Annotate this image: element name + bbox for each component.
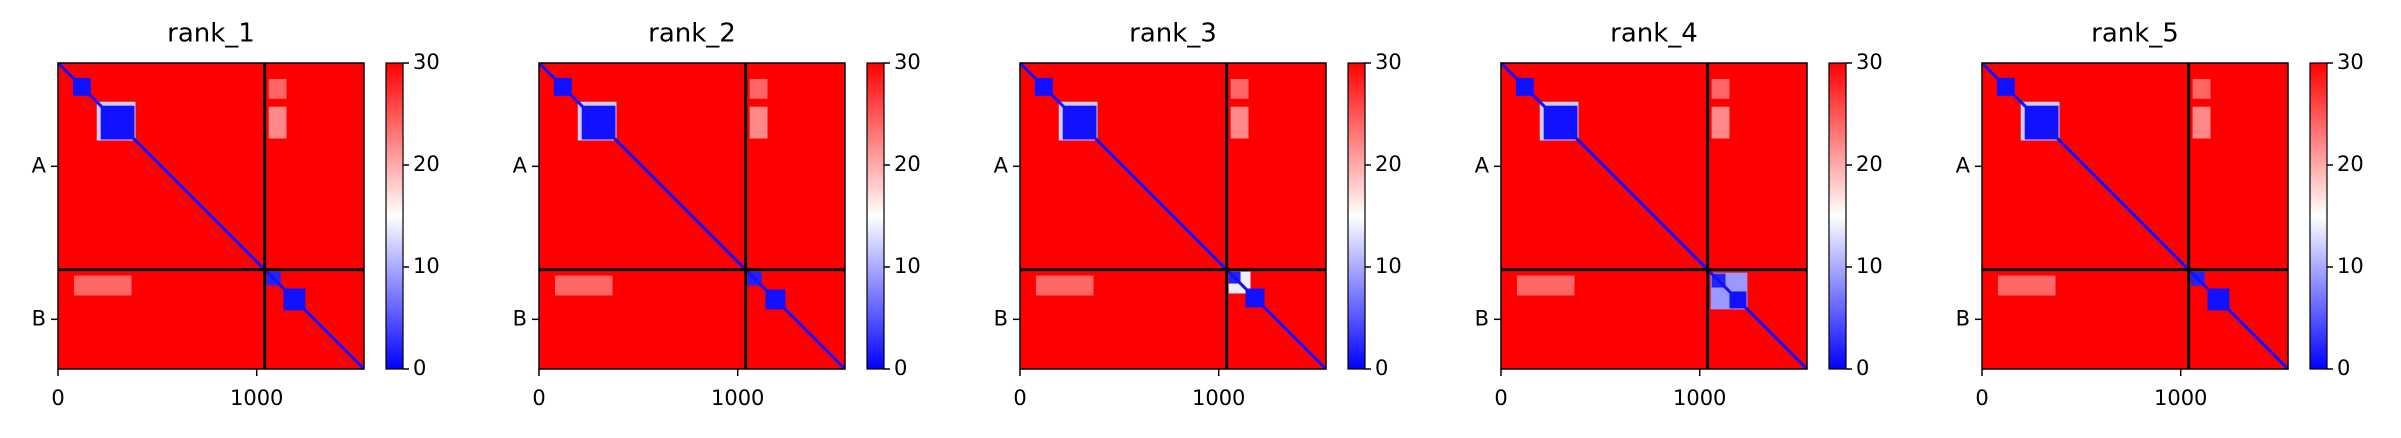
colorbar-tick-label: 20 [894,152,921,176]
colorbar-tick-label: 10 [413,254,440,278]
x-tick-label: 0 [532,386,545,410]
x-tick-label: 0 [51,386,64,410]
colorbar-tick-label: 20 [1856,152,1883,176]
diagonal [1018,61,1328,371]
y-tick-label: A [1475,153,1490,177]
axes-frame [1019,62,1327,370]
colorbar-tick-label: 0 [413,356,426,380]
colorbar-tick-label: 10 [1375,254,1402,278]
x-tick-label: 1000 [1673,386,1726,410]
colorbar [385,62,404,370]
y-tick-label: B [994,306,1008,330]
heatmap-region [749,78,768,99]
colorbar-tick-label: 10 [894,254,921,278]
colorbar-tick-label: 30 [1856,50,1883,74]
heatmap-region [1230,106,1249,139]
x-tick-label: 1000 [230,386,283,410]
heatmap-region [1516,275,1575,296]
colorbar [2309,62,2328,370]
colorbar-tick-label: 20 [2337,152,2364,176]
heatmap-region [1711,106,1730,139]
colorbar-tick-label: 0 [1375,356,1388,380]
heatmap-region [1035,275,1094,296]
x-tick-label: 0 [1494,386,1507,410]
colorbar-tick-label: 30 [413,50,440,74]
panel-title: rank_1 [167,19,255,49]
panel-title: rank_5 [2091,19,2179,49]
diagonal [56,61,366,371]
y-tick-label: B [1475,306,1489,330]
diagonal [1980,61,2290,371]
x-tick-label: 0 [1975,386,1988,410]
heatmap-region [268,106,287,139]
heatmap-region [1997,275,2056,296]
colorbar [866,62,885,370]
heatmap-region [1230,78,1249,99]
axes-frame [538,62,846,370]
colorbar-tick-label: 0 [1856,356,1869,380]
x-tick-label: 0 [1013,386,1026,410]
colorbar-tick-label: 30 [2337,50,2364,74]
colorbar [1828,62,1847,370]
y-tick-label: A [32,153,47,177]
colorbar-tick-label: 0 [2337,356,2350,380]
y-tick-label: A [513,153,528,177]
y-tick-label: A [1956,153,1971,177]
x-tick-label: 1000 [1192,386,1245,410]
panel-title: rank_2 [648,19,736,49]
heatmap-region [2192,106,2211,139]
colorbar-tick-label: 30 [1375,50,1402,74]
y-tick-label: A [994,153,1009,177]
x-tick-label: 1000 [2154,386,2207,410]
y-tick-label: B [513,306,527,330]
colorbar-tick-label: 30 [894,50,921,74]
diagonal [537,61,847,371]
colorbar-tick-label: 10 [1856,254,1883,278]
x-tick-label: 1000 [711,386,764,410]
colorbar-tick-label: 10 [2337,254,2364,278]
y-tick-label: B [1956,306,1970,330]
y-tick-label: B [32,306,46,330]
heatmap-region [73,275,132,296]
colorbar [1347,62,1366,370]
colorbar-tick-label: 0 [894,356,907,380]
heatmap-region [2192,78,2211,99]
colorbar-tick-label: 20 [413,152,440,176]
heatmap-region [554,275,613,296]
axes-frame [1500,62,1808,370]
axes-frame [57,62,365,370]
heatmap-region [1711,78,1730,99]
colorbar-tick-label: 20 [1375,152,1402,176]
heatmap-region [749,106,768,139]
axes-frame [1981,62,2289,370]
diagonal [1499,61,1809,371]
heatmap-region [268,78,287,99]
panel-title: rank_3 [1129,19,1217,49]
panel-title: rank_4 [1610,19,1698,49]
